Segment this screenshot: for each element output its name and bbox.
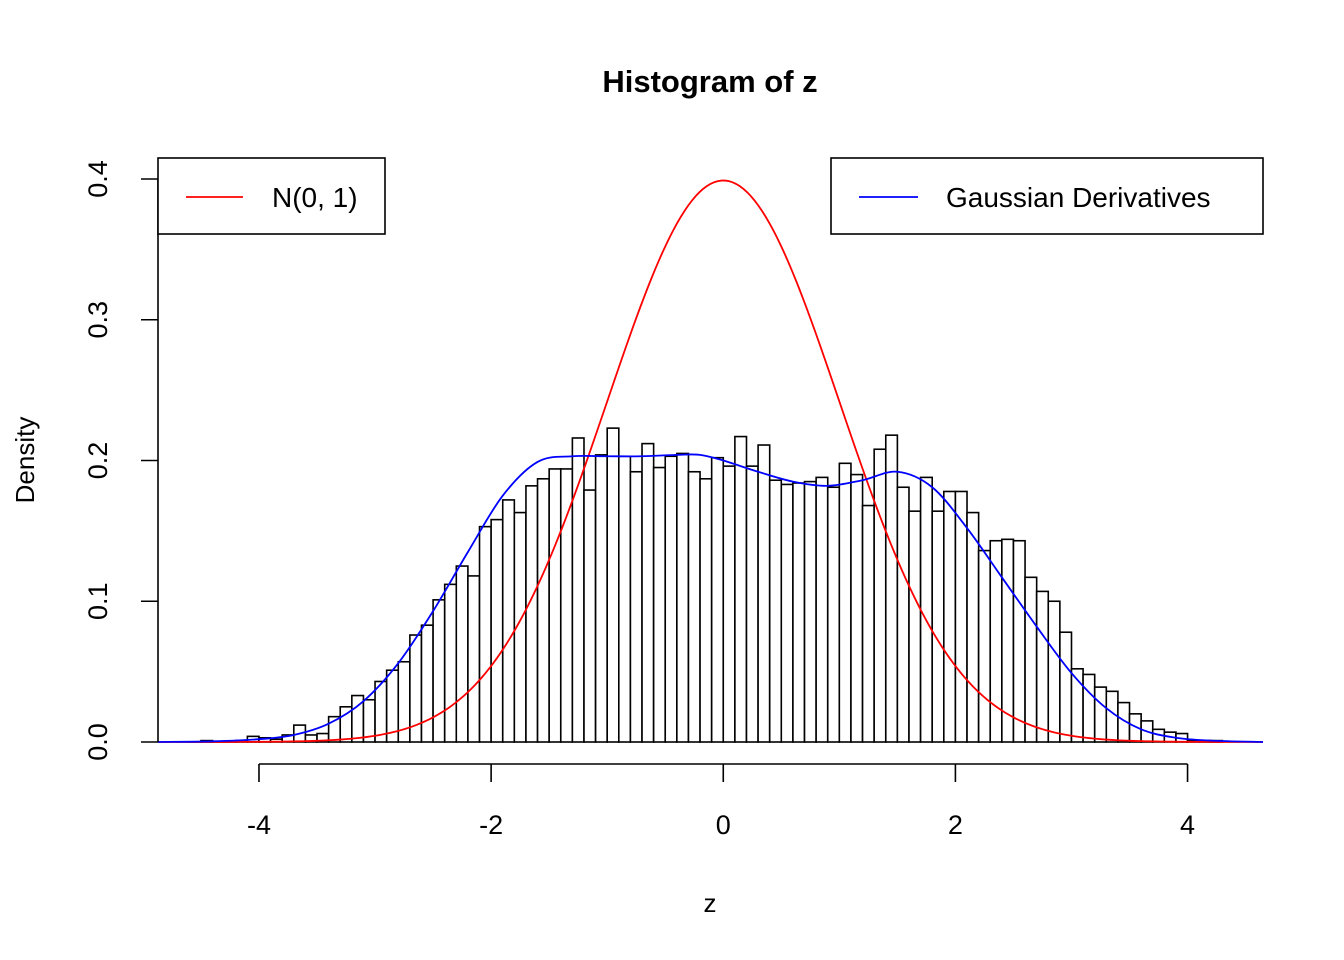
x-axis-label: z	[704, 888, 717, 918]
histogram-bar	[768, 479, 783, 743]
histogram-bar	[803, 480, 817, 743]
histogram-bar	[548, 468, 562, 743]
histogram-bar	[676, 452, 690, 743]
histogram-bar	[931, 510, 945, 743]
histogram-bar	[501, 499, 516, 743]
histogram-bar	[432, 599, 446, 743]
histogram-bar	[942, 490, 957, 743]
y-tick-label: 0.2	[83, 442, 113, 480]
histogram-bar	[641, 442, 655, 743]
histogram-bar	[1093, 686, 1108, 743]
chart-title: Histogram of z	[602, 64, 817, 99]
legend-normal: N(0, 1)	[157, 157, 386, 235]
histogram-bar	[1082, 673, 1096, 743]
histogram-bar	[861, 504, 875, 743]
histogram-bar	[780, 483, 794, 743]
histogram-bar	[1059, 631, 1073, 743]
histogram-bar	[525, 485, 539, 743]
density-curves	[157, 179, 1264, 743]
x-tick-label: -4	[247, 810, 271, 840]
histogram-bars	[188, 427, 1224, 743]
histogram-bar	[652, 466, 667, 743]
y-tick-label: 0.3	[83, 301, 113, 339]
histogram-bar	[710, 456, 725, 743]
histogram-bar	[896, 486, 910, 743]
histogram-bar	[664, 455, 678, 743]
y-axis-label: Density	[10, 417, 40, 504]
histogram-bar	[954, 490, 968, 743]
legend-gaussian-derivatives-box	[830, 157, 1264, 235]
histogram-bar	[745, 465, 759, 743]
gaussian-derivatives-curve	[157, 453, 1264, 743]
normal-density-curve	[158, 179, 1263, 743]
x-tick-label: 2	[948, 810, 963, 840]
y-tick-label: 0.4	[83, 160, 113, 198]
histogram-bar	[850, 473, 864, 743]
histogram-bar	[443, 583, 458, 743]
histogram-bar	[594, 454, 609, 743]
histogram-bar	[873, 448, 887, 743]
histogram-bar	[908, 510, 922, 743]
legend-gaussian-derivatives: Gaussian Derivatives	[830, 157, 1264, 235]
histogram-bar	[536, 477, 550, 743]
histogram-bar	[467, 575, 481, 743]
y-axis: 0.0 0.1 0.2 0.3 0.4	[83, 160, 159, 761]
histogram-bar	[374, 680, 388, 743]
histogram-bar	[792, 482, 806, 743]
legend-gaussian-derivatives-label: Gaussian Derivatives	[946, 182, 1211, 213]
histogram-bar	[478, 525, 492, 743]
histogram-bar	[989, 539, 1003, 743]
histogram-bar	[1047, 600, 1061, 743]
histogram-bar	[734, 435, 748, 743]
histogram-bar	[919, 476, 934, 743]
x-tick-label: 4	[1180, 810, 1195, 840]
histogram-bar	[826, 486, 841, 743]
histogram-bar	[1012, 539, 1026, 743]
histogram-bar	[757, 444, 771, 743]
histogram-bar	[1035, 590, 1050, 743]
histogram-bar	[884, 434, 899, 743]
histogram-bar	[629, 470, 643, 743]
histogram-bar	[977, 549, 992, 743]
y-tick-label: 0.1	[83, 582, 113, 620]
histogram-bar	[583, 489, 597, 743]
legend-normal-label: N(0, 1)	[272, 182, 358, 213]
histogram-bar	[559, 468, 574, 743]
histogram-bar	[966, 511, 980, 743]
histogram-bar	[722, 465, 736, 743]
histogram-bar	[490, 518, 504, 743]
histogram-bar	[455, 565, 469, 743]
x-axis: -4 -2 0 2 4	[247, 763, 1195, 840]
histogram-bar	[687, 470, 701, 743]
histogram-bar	[699, 477, 713, 743]
histogram-bar	[1024, 576, 1038, 743]
histogram-bar	[606, 427, 620, 743]
histogram-bar	[815, 476, 829, 743]
histogram-bar	[617, 455, 632, 743]
x-tick-label: 0	[716, 810, 731, 840]
y-tick-label: 0.0	[83, 723, 113, 761]
x-tick-label: -2	[479, 810, 503, 840]
histogram-bar	[838, 462, 852, 743]
histogram-bar	[420, 624, 434, 743]
legend-normal-box	[157, 157, 386, 235]
